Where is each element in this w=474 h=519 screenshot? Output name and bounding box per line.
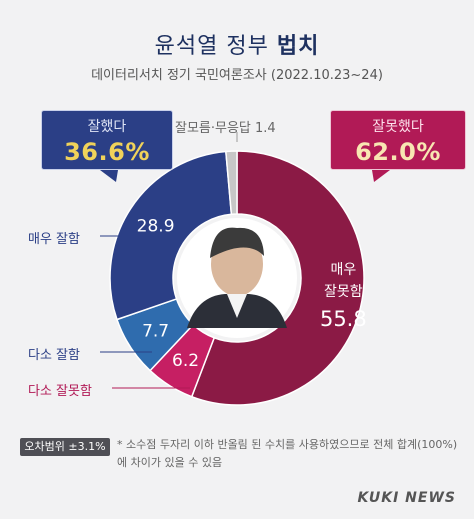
- badge-good: 잘했다 36.6%: [41, 110, 173, 170]
- brand-logo: KUKI NEWS: [357, 490, 456, 506]
- slice-very-bad: [190, 150, 365, 406]
- inner-label-very-bad_1: 매우: [330, 262, 356, 278]
- inner-label-very-bad_2: 잘못함: [324, 284, 363, 300]
- label-some-good: 다소 잘함: [28, 348, 80, 363]
- value-label-some-good: 7.7: [142, 322, 169, 342]
- badge-bad: 잘못했다 62.0%: [330, 110, 466, 170]
- chart-title: 윤석열 정부 법치: [154, 34, 320, 59]
- margin-of-error-badge: 오차범위 ±3.1%: [20, 438, 110, 456]
- badge-bad-pointer: [372, 170, 390, 182]
- portrait-image: [177, 218, 297, 338]
- label-some-bad: 다소 잘못함: [28, 384, 92, 399]
- chart-subtitle: 데이터리서치 정기 국민여론조사 (2022.10.23~24): [91, 68, 383, 83]
- slice-no-answer: [225, 150, 238, 216]
- value-label-very-good: 28.9: [137, 216, 175, 236]
- value-label-very-bad: 55.8: [320, 307, 367, 331]
- no-answer-label: 잘모름·무응답 1.4: [175, 121, 276, 136]
- label-very-good: 매우 잘함: [28, 232, 80, 247]
- rounding-note: * 소수점 두자리 이하 반올림 된 수치를 사용하였으므로 전체 합계(100…: [117, 438, 458, 469]
- badge-good-pointer: [100, 170, 118, 182]
- value-label-some-bad: 6.2: [172, 351, 199, 371]
- slice-very-good: [109, 150, 233, 321]
